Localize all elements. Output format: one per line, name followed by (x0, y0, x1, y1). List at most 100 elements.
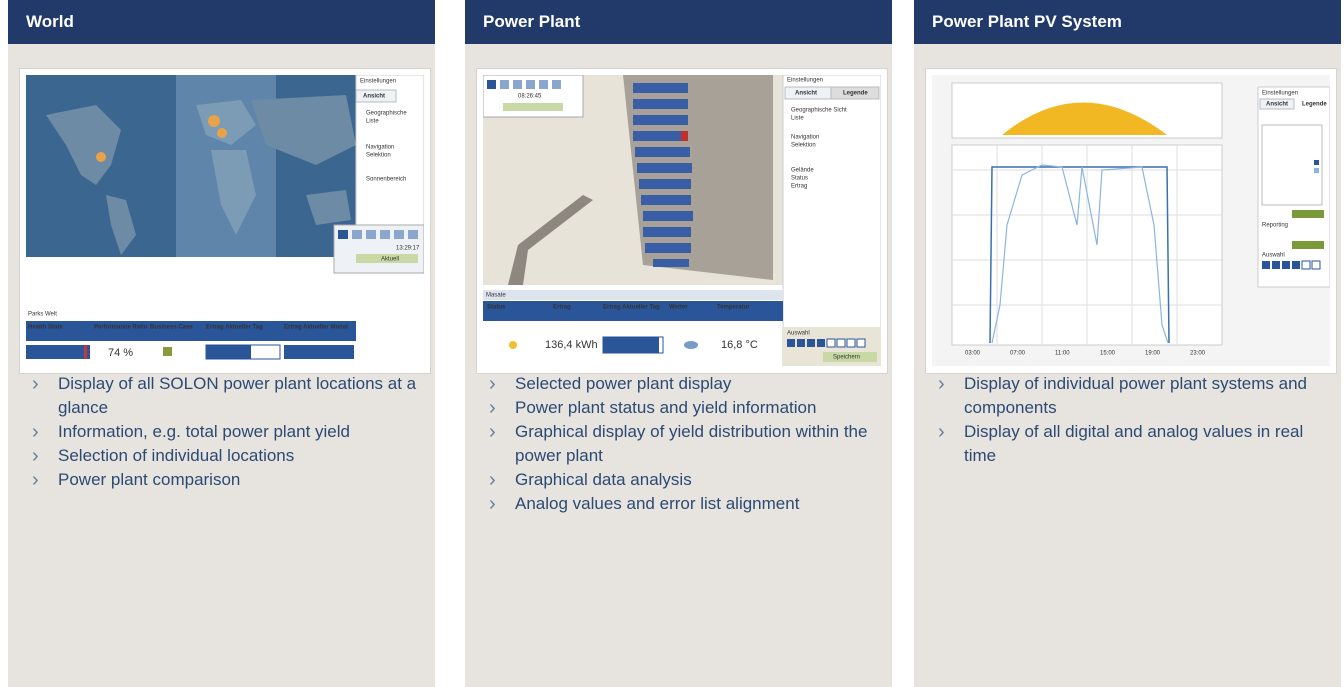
screenshot-shape (1314, 168, 1319, 173)
screenshot-shape (637, 163, 692, 173)
screenshot-shape (643, 227, 691, 237)
screenshot-shape (1292, 210, 1324, 218)
bullet-item: Display of all SOLON power plant locatio… (24, 372, 424, 420)
screenshot-shape (217, 128, 227, 138)
screenshot-shape (1292, 261, 1300, 269)
bullet-item: Analog values and error list alignment (481, 492, 881, 516)
screenshot-shape (1312, 261, 1320, 269)
panel: Power Plant 08:26:45 Einstellungen Ansic… (465, 0, 892, 687)
screenshot-text: Navigation (366, 145, 394, 151)
screenshot-shape (208, 115, 220, 127)
screenshot-shape (797, 339, 805, 347)
screenshot-shape (857, 339, 865, 347)
screenshot-shape (633, 83, 688, 93)
plant-screenshot: 08:26:45 Einstellungen Ansicht Legende G… (483, 75, 881, 366)
screenshot-text: 16,8 °C (721, 339, 758, 351)
screenshot: 03:00 07:00 11:00 15:00 19:00 23:00 Eins… (926, 69, 1336, 373)
screenshot-text: Wetter (669, 305, 688, 311)
screenshot-shape (96, 152, 106, 162)
screenshot-shape (684, 341, 698, 349)
screenshot-text: 07:00 (1010, 351, 1026, 357)
screenshot-shape (1262, 261, 1270, 269)
screenshot-shape (837, 339, 845, 347)
screenshot-text: Ertrag Aktueller Monat (284, 325, 348, 331)
screenshot-shape (1282, 261, 1290, 269)
screenshot-shape (26, 345, 90, 359)
screenshot-text: 13:29:17 (396, 246, 420, 252)
screenshot-shape (787, 339, 795, 347)
screenshot-text: Gelände (791, 168, 814, 174)
screenshot-text: 03:00 (965, 351, 981, 357)
screenshot-shape (513, 80, 522, 89)
screenshot-text: Selektion (366, 153, 391, 159)
screenshot-text: Ertrag Aktueller Tag (603, 305, 660, 311)
screenshot-text: Liste (366, 119, 379, 125)
screenshot-text: Sonnenbereich (366, 177, 406, 183)
screenshot-shape (681, 131, 688, 141)
screenshot-text: Auswahl (1262, 253, 1285, 259)
screenshot-shape (380, 230, 390, 239)
screenshot: 08:26:45 Einstellungen Ansicht Legende G… (477, 69, 887, 373)
screenshot-text: Business Case (150, 325, 193, 331)
screenshot-text: Masate (486, 293, 506, 299)
screenshot-text: Performance Ratio (94, 325, 148, 331)
screenshot-shape (539, 80, 548, 89)
panel-title: World (8, 0, 435, 44)
screenshot-shape (645, 243, 691, 253)
screenshot-text: Reporting (1262, 223, 1288, 229)
screenshot-shape (503, 103, 563, 111)
screenshot-text: Geographische (366, 111, 407, 117)
screenshot-shape (526, 80, 535, 89)
screenshot-text: Ansicht (363, 94, 385, 100)
screenshot-text: Temperatur (717, 305, 750, 311)
bullet-item: Selected power plant display (481, 372, 881, 396)
screenshot-shape (1302, 261, 1310, 269)
screenshot-shape (633, 99, 688, 109)
screenshot-text: Health State (28, 325, 63, 331)
screenshot-text: Ertrag Aktueller Tag (206, 325, 263, 331)
screenshot-shape (1262, 125, 1322, 205)
screenshot-text: 11:00 (1055, 351, 1070, 357)
screenshot-shape (163, 347, 172, 356)
pv-screenshot: 03:00 07:00 11:00 15:00 19:00 23:00 Eins… (932, 75, 1330, 366)
screenshot: Einstellungen Ansicht Geographische List… (20, 69, 430, 373)
screenshot-text: 74 % (108, 347, 133, 359)
screenshot-shape (643, 211, 693, 221)
screenshot-shape (653, 259, 689, 267)
screenshot-text: Aktuell (381, 257, 399, 263)
screenshot-shape (408, 230, 418, 239)
bullet-item: Power plant comparison (24, 468, 424, 492)
bullet-item: Graphical data analysis (481, 468, 881, 492)
panel: World Einstellungen Ansicht Geographisch… (8, 0, 435, 687)
screenshot-text: Einstellungen (787, 78, 823, 84)
bullet-list: Display of individual power plant system… (930, 372, 1330, 468)
screenshot-text: Ertrag (553, 305, 571, 311)
screenshot-text: Auswahl (787, 331, 810, 337)
world-screenshot: Einstellungen Ansicht Geographische List… (26, 75, 424, 366)
screenshot-shape (807, 339, 815, 347)
screenshot-text: Speichern (833, 355, 860, 361)
bullet-list: Selected power plant displayPower plant … (481, 372, 881, 516)
screenshot-shape (639, 179, 691, 189)
screenshot-text: Einstellungen (360, 79, 396, 85)
screenshot-text: 136,4 kWh (545, 339, 598, 351)
screenshot-shape (500, 80, 509, 89)
screenshot-text: Parks Welt (28, 312, 57, 318)
screenshot-text: 19:00 (1145, 351, 1161, 357)
screenshot-shape (827, 339, 835, 347)
panel-title: Power Plant PV System (914, 0, 1341, 44)
screenshot-shape (633, 115, 688, 125)
bullet-item: Display of individual power plant system… (930, 372, 1330, 420)
bullet-list: Display of all SOLON power plant locatio… (24, 372, 424, 492)
screenshot-text: Ertrag (791, 184, 807, 190)
screenshot-shape (603, 337, 659, 353)
screenshot-shape (1292, 241, 1324, 249)
screenshot-text: Ansicht (795, 91, 817, 97)
panel: Power Plant PV System 03:00 07:00 11:00 … (914, 0, 1341, 687)
screenshot-text: Selektion (791, 143, 816, 149)
screenshot-shape (633, 131, 688, 141)
bullet-item: Selection of individual locations (24, 444, 424, 468)
screenshot-shape (509, 341, 517, 349)
panel-title: Power Plant (465, 0, 892, 44)
screenshot-shape (847, 339, 855, 347)
